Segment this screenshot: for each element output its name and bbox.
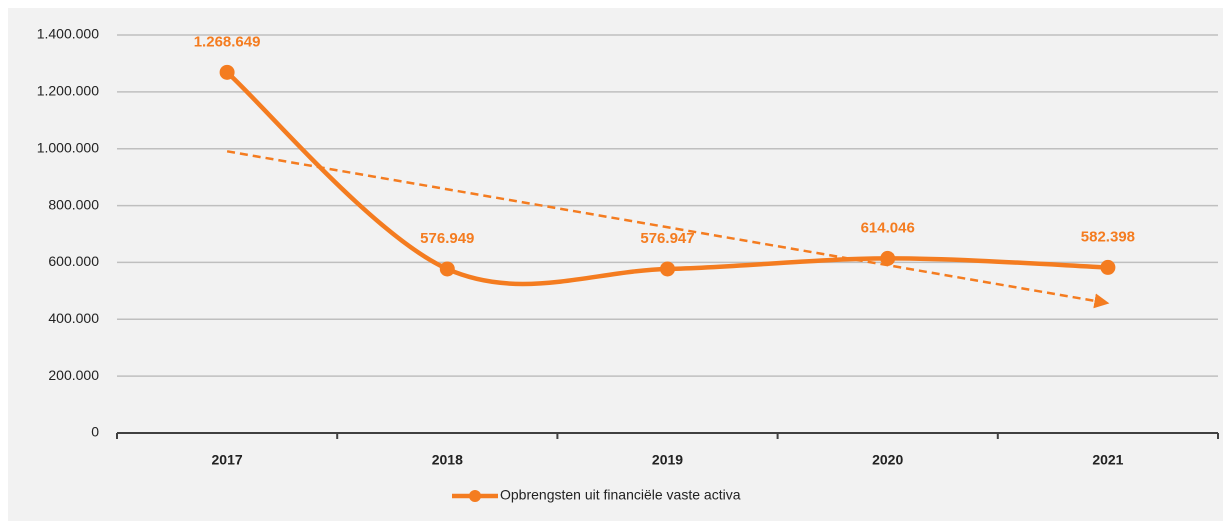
legend-label: Opbrengsten uit financiële vaste activa: [500, 487, 741, 503]
y-tick-label: 1.200.000: [37, 83, 99, 99]
y-tick-label: 400.000: [48, 310, 99, 326]
y-tick-label: 200.000: [48, 367, 99, 383]
data-label: 576.947: [640, 230, 694, 247]
data-point: [219, 64, 235, 80]
y-tick-label: 600.000: [48, 253, 99, 269]
series-line: [225, 70, 1108, 287]
y-tick-label: 1.000.000: [37, 139, 99, 155]
data-point: [880, 250, 896, 266]
data-point: [1100, 259, 1116, 275]
data-label: 576.949: [420, 230, 474, 247]
data-point: [660, 261, 675, 277]
y-tick-label: 1.400.000: [37, 26, 99, 42]
x-tick-label: 2020: [872, 452, 903, 468]
x-tick-label: 2017: [212, 452, 243, 468]
data-label: 1.268.649: [194, 33, 261, 50]
y-tick-label: 800.000: [48, 196, 99, 212]
trendline: [226, 150, 1110, 309]
y-tick-label: 0: [91, 424, 99, 440]
x-tick-label: 2018: [432, 452, 463, 468]
x-tick-label: 2019: [652, 452, 683, 468]
x-tick-label: 2021: [1092, 452, 1123, 468]
legend-marker: [469, 490, 481, 502]
data-point: [439, 261, 455, 277]
data-label: 614.046: [861, 219, 915, 236]
data-label: 582.398: [1081, 228, 1135, 245]
